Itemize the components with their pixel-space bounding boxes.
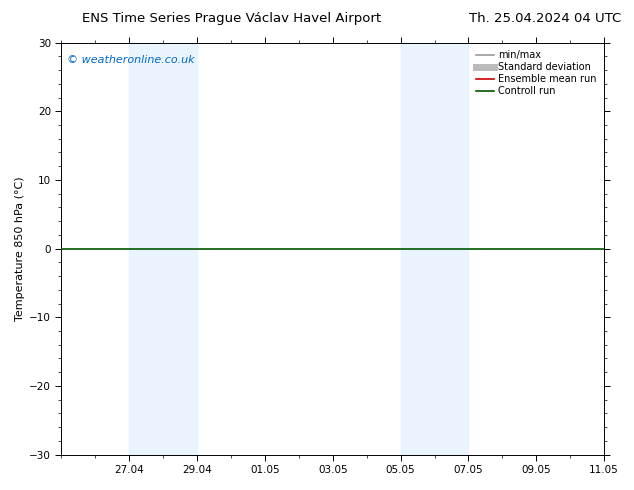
Bar <box>129 43 197 455</box>
Y-axis label: Temperature 850 hPa (°C): Temperature 850 hPa (°C) <box>15 176 25 321</box>
Legend: min/max, Standard deviation, Ensemble mean run, Controll run: min/max, Standard deviation, Ensemble me… <box>474 48 599 99</box>
Text: ENS Time Series Prague Václav Havel Airport: ENS Time Series Prague Václav Havel Airp… <box>82 12 382 25</box>
Text: © weatheronline.co.uk: © weatheronline.co.uk <box>67 55 195 65</box>
Bar <box>401 43 469 455</box>
Text: Th. 25.04.2024 04 UTC: Th. 25.04.2024 04 UTC <box>469 12 621 25</box>
